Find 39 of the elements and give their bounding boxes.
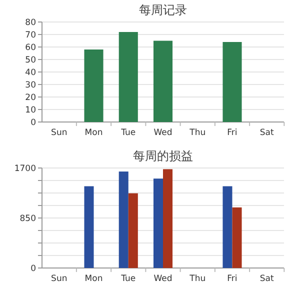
y-tick-label: 850: [20, 214, 36, 224]
bar: [118, 32, 138, 122]
y-tick-label: 10: [25, 105, 36, 116]
chart-title: 每周的损益: [133, 149, 193, 163]
bar: [84, 186, 94, 268]
bar: [222, 186, 232, 268]
x-tick-label: Sat: [260, 274, 274, 284]
y-tick-label: 30: [25, 80, 36, 90]
bar: [163, 169, 173, 268]
x-tick-label: Wed: [154, 274, 172, 284]
bar: [232, 207, 242, 268]
y-tick-label: 1700: [14, 164, 36, 174]
chart-title: 每周记录: [139, 3, 187, 17]
bar: [222, 42, 242, 122]
y-tick-label: 70: [25, 30, 36, 40]
y-tick-label: 80: [25, 18, 36, 28]
x-tick-label: Tue: [120, 274, 136, 284]
x-tick-label: Tue: [120, 128, 136, 138]
y-tick-label: 40: [25, 68, 36, 78]
x-tick-label: Sun: [51, 128, 68, 138]
bar: [84, 50, 104, 122]
bar: [118, 172, 128, 268]
y-tick-label: 60: [25, 42, 36, 53]
y-tick-label: 0: [30, 264, 36, 274]
x-tick-label: Mon: [84, 274, 103, 284]
x-tick-label: Fri: [227, 274, 238, 284]
x-tick-label: Thu: [188, 274, 206, 284]
bar: [153, 40, 173, 122]
bar: [128, 193, 138, 268]
x-tick-label: Sun: [51, 274, 68, 284]
x-tick-label: Wed: [154, 128, 172, 138]
x-tick-label: Thu: [188, 128, 206, 138]
x-tick-label: Mon: [84, 128, 103, 138]
x-tick-label: Sat: [260, 128, 274, 138]
x-tick-label: Fri: [227, 128, 238, 138]
y-tick-label: 0: [30, 118, 36, 128]
y-tick-label: 50: [25, 55, 36, 66]
bar: [153, 178, 163, 268]
y-tick-label: 20: [25, 92, 36, 103]
